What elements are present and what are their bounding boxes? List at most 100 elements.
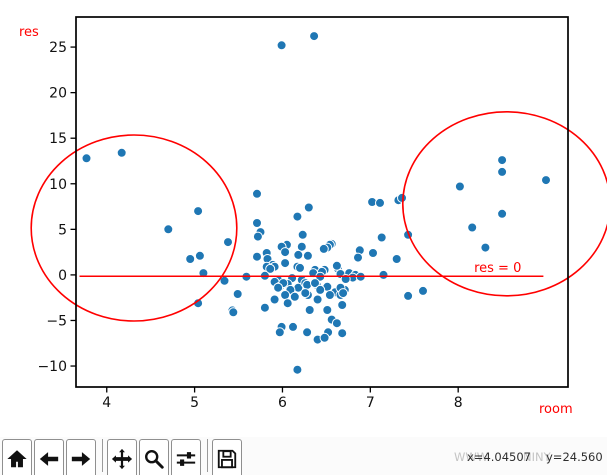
watermark-text: WWW.	[454, 450, 491, 464]
watermark-text: NINY	[523, 450, 551, 464]
outlier-ellipse	[30, 134, 238, 322]
magnifier-icon	[145, 450, 164, 469]
scatter-point	[418, 285, 428, 296]
scatter-point	[309, 31, 320, 42]
scatter-point	[353, 252, 363, 263]
scatter-point	[378, 269, 389, 280]
scatter-point	[116, 147, 127, 158]
scatter-point	[480, 242, 491, 253]
scatter-point	[300, 288, 311, 299]
scatter-point	[541, 175, 551, 186]
x-axis-label: room	[539, 402, 573, 417]
y-axis-label: res	[19, 25, 39, 40]
outlier-ellipse	[402, 111, 607, 297]
scatter-point	[273, 282, 284, 293]
floppy-disk-icon	[217, 449, 237, 469]
home-button[interactable]	[2, 439, 32, 475]
scatter-point	[375, 197, 385, 208]
x-tick-label: 5	[190, 395, 199, 411]
figure-canvas[interactable]: res = 0 4 5 6 7 8 −10 −5 0 5 10 15 20 25 res room	[0, 0, 607, 437]
y-tick-label: 0	[58, 268, 67, 284]
scatter-point	[276, 40, 287, 51]
scatter-point	[274, 327, 285, 338]
scatter-point	[292, 211, 303, 222]
scatter-point	[252, 218, 262, 228]
scatter-point	[376, 232, 387, 243]
scatter-point	[303, 202, 314, 213]
forward-button[interactable]	[66, 439, 96, 475]
scatter-point	[397, 192, 407, 203]
configure-subplots-button[interactable]	[171, 439, 201, 475]
scatter-point	[295, 262, 305, 273]
x-tick-label: 7	[366, 395, 375, 411]
y-tick-label: 25	[49, 40, 67, 56]
scatter-point	[497, 155, 508, 166]
scatter-point	[232, 289, 243, 299]
y-tick-label: 5	[58, 222, 67, 238]
scatter-point	[296, 241, 307, 252]
scatter-point	[280, 247, 291, 258]
scatter-point	[322, 305, 333, 315]
y-tick-label: 20	[49, 86, 67, 102]
toolbar-separator	[207, 439, 208, 472]
hline-annotation: res = 0	[474, 261, 521, 276]
scatter-point	[193, 206, 204, 217]
scatter-point	[319, 332, 330, 343]
scatter-point	[497, 166, 508, 177]
y-tick-label: 15	[49, 131, 67, 147]
scatter-point	[265, 263, 276, 274]
scatter-point	[310, 278, 320, 289]
scatter-point	[292, 364, 303, 375]
scatter-point	[293, 249, 304, 260]
scatter-point	[223, 237, 233, 248]
scatter-point	[81, 153, 92, 164]
y-tick-label: 10	[49, 177, 67, 193]
home-icon	[7, 450, 27, 468]
scatter-point	[252, 251, 262, 262]
scatter-point	[315, 284, 326, 295]
scatter-point	[312, 294, 323, 305]
scatter-point	[331, 260, 342, 271]
scatter-point	[391, 254, 402, 264]
scatter-point	[289, 291, 300, 302]
scatter-point	[304, 305, 315, 315]
sliders-icon	[176, 452, 196, 466]
scatter-point	[467, 222, 478, 233]
y-tick-label: −10	[37, 359, 67, 375]
save-button[interactable]	[212, 439, 242, 475]
cursor-y-coordinate: y=24.560	[546, 450, 603, 464]
x-tick-label: 8	[454, 395, 463, 411]
scatter-point	[302, 250, 313, 261]
scatter-point	[324, 290, 335, 300]
back-button[interactable]	[34, 439, 64, 475]
scatter-point	[163, 224, 174, 235]
scatter-point	[337, 300, 348, 310]
scatter-point	[282, 298, 293, 309]
scatter-point	[194, 250, 205, 261]
scatter-point	[288, 321, 298, 332]
scatter-point	[280, 290, 291, 300]
pan-button[interactable]	[107, 439, 137, 475]
scatter-point	[318, 243, 329, 254]
scatter-point	[454, 181, 465, 192]
x-tick-label: 4	[102, 395, 111, 411]
scatter-point	[403, 290, 414, 301]
scatter-point	[269, 294, 280, 305]
zoom-button[interactable]	[139, 439, 169, 475]
toolbar-separator	[102, 439, 103, 472]
back-arrow-icon	[39, 452, 59, 466]
scatter-plot: res = 0 4 5 6 7 8 −10 −5 0 5 10 15 20 25	[30, 16, 607, 411]
scatter-point	[338, 288, 349, 299]
scatter-point	[185, 254, 196, 264]
pan-move-icon	[111, 448, 133, 470]
scatter-point	[302, 327, 313, 338]
scatter-point	[331, 318, 342, 329]
scatter-point	[337, 328, 348, 339]
scatter-point	[198, 268, 209, 279]
y-tick-label: −5	[46, 313, 67, 329]
x-tick-label: 6	[278, 395, 287, 411]
scatter-point	[259, 302, 270, 313]
cursor-x-coordinate: x=4.04507	[467, 450, 531, 464]
scatter-point	[297, 229, 308, 240]
